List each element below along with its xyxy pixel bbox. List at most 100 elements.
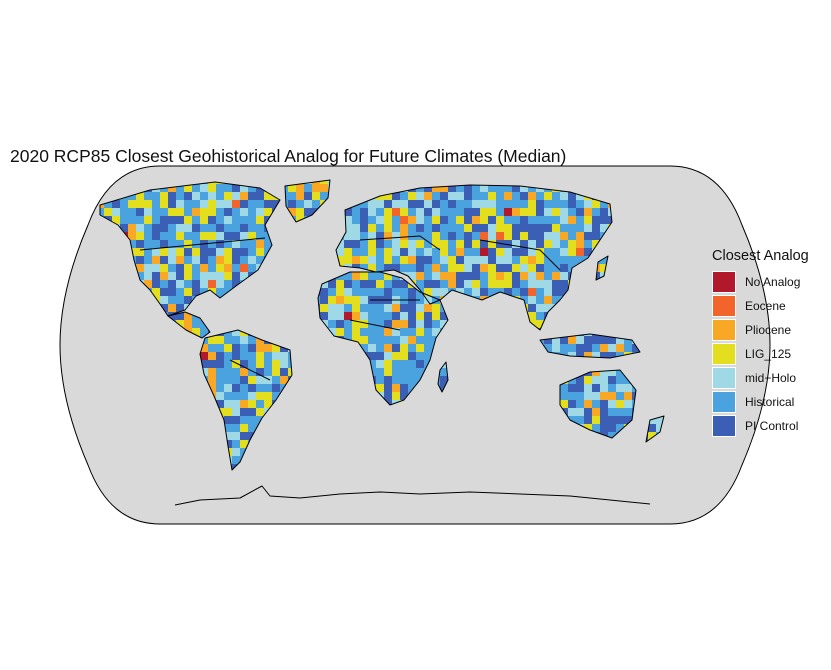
analog-cell	[600, 368, 608, 376]
analog-cell	[424, 256, 432, 264]
analog-cell	[336, 328, 344, 336]
analog-cell	[216, 392, 224, 400]
analog-cell	[208, 384, 216, 392]
analog-cell	[608, 384, 616, 392]
analog-cell	[376, 248, 384, 256]
analog-cell	[248, 264, 256, 272]
analog-cell	[392, 360, 400, 368]
analog-cell	[152, 240, 160, 248]
analog-cell	[608, 392, 616, 400]
analog-cell	[152, 248, 160, 256]
analog-cell	[200, 360, 208, 368]
analog-cell	[256, 240, 264, 248]
analog-cell	[496, 192, 504, 200]
analog-cell	[160, 296, 168, 304]
analog-cell	[512, 248, 520, 256]
analog-cell	[416, 208, 424, 216]
analog-cell	[608, 352, 616, 360]
analog-cell	[568, 192, 576, 200]
analog-cell	[408, 320, 416, 328]
analog-cell	[456, 184, 464, 192]
analog-cell	[240, 432, 248, 440]
analog-cell	[392, 320, 400, 328]
analog-cell	[456, 288, 464, 296]
analog-cell	[560, 392, 568, 400]
analog-cell	[608, 376, 616, 384]
analog-cell	[584, 232, 592, 240]
analog-cell	[136, 208, 144, 216]
analog-cell	[616, 384, 624, 392]
analog-cell	[200, 328, 208, 336]
analog-cell	[512, 264, 520, 272]
analog-cell	[536, 232, 544, 240]
analog-cell	[376, 264, 384, 272]
analog-cell	[432, 304, 440, 312]
legend-item: Historical	[712, 390, 809, 414]
analog-cell	[472, 272, 480, 280]
analog-cell	[168, 272, 176, 280]
analog-cell	[352, 256, 360, 264]
analog-cell	[248, 192, 256, 200]
analog-cell	[368, 232, 376, 240]
analog-cell	[624, 408, 632, 416]
analog-cell	[512, 272, 520, 280]
analog-cell	[432, 256, 440, 264]
analog-cell	[384, 304, 392, 312]
analog-cell	[256, 216, 264, 224]
analog-cell	[608, 424, 616, 432]
analog-cell	[560, 272, 568, 280]
analog-cell	[408, 376, 416, 384]
analog-cell	[184, 208, 192, 216]
analog-cell	[232, 280, 240, 288]
analog-cell	[232, 440, 240, 448]
analog-cell	[544, 248, 552, 256]
legend-item: LIG_125	[712, 342, 809, 366]
analog-cell	[456, 232, 464, 240]
analog-cell	[136, 232, 144, 240]
analog-cell	[208, 208, 216, 216]
analog-cell	[128, 216, 136, 224]
analog-cell	[240, 216, 248, 224]
analog-cell	[408, 224, 416, 232]
analog-cell	[256, 192, 264, 200]
analog-cell	[192, 216, 200, 224]
analog-cell	[360, 240, 368, 248]
analog-cell	[448, 184, 456, 192]
analog-cell	[128, 200, 136, 208]
analog-cell	[376, 288, 384, 296]
analog-cell	[384, 264, 392, 272]
analog-cell	[520, 240, 528, 248]
analog-cell	[408, 336, 416, 344]
analog-cell	[544, 224, 552, 232]
analog-cell	[520, 256, 528, 264]
analog-cell	[424, 352, 432, 360]
analog-cell	[160, 208, 168, 216]
analog-cell	[184, 240, 192, 248]
analog-cell	[568, 408, 576, 416]
analog-cell	[512, 280, 520, 288]
analog-cell	[616, 424, 624, 432]
analog-cell	[432, 264, 440, 272]
analog-cell	[488, 208, 496, 216]
analog-cell	[264, 240, 272, 248]
analog-cell	[232, 360, 240, 368]
analog-cell	[600, 224, 608, 232]
analog-cell	[264, 232, 272, 240]
analog-cell	[464, 216, 472, 224]
analog-cell	[544, 344, 552, 352]
analog-cell	[512, 256, 520, 264]
analog-cell	[192, 200, 200, 208]
analog-cell	[480, 272, 488, 280]
analog-cell	[376, 200, 384, 208]
legend-item: mid−Holo	[712, 366, 809, 390]
analog-cell	[136, 248, 144, 256]
analog-cell	[344, 328, 352, 336]
analog-cell	[560, 240, 568, 248]
analog-cell	[232, 416, 240, 424]
analog-cell	[560, 384, 568, 392]
analog-cell	[328, 296, 336, 304]
analog-cell	[176, 320, 184, 328]
analog-cell	[520, 192, 528, 200]
analog-cell	[256, 224, 264, 232]
analog-cell	[376, 376, 384, 384]
